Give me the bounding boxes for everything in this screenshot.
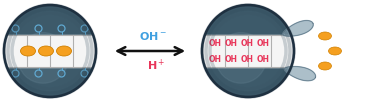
Point — [25, 34, 29, 36]
Bar — [4, 35, 96, 67]
Point — [200, 66, 204, 68]
Point — [59, 33, 64, 35]
Point — [13, 67, 18, 69]
Polygon shape — [285, 67, 316, 81]
Point — [36, 67, 41, 69]
Point — [36, 69, 41, 71]
Polygon shape — [283, 21, 313, 36]
Circle shape — [202, 5, 294, 97]
Point — [36, 33, 41, 35]
Point — [82, 67, 87, 69]
Point — [59, 67, 64, 69]
Text: OH: OH — [240, 39, 254, 48]
Point — [71, 66, 75, 68]
Ellipse shape — [20, 46, 36, 56]
Point — [13, 33, 18, 35]
Point — [246, 66, 250, 68]
Text: OH: OH — [240, 55, 254, 64]
Ellipse shape — [56, 46, 71, 56]
Point — [48, 34, 52, 36]
Point — [94, 66, 98, 68]
Point — [82, 31, 87, 33]
Point — [2, 34, 6, 36]
Ellipse shape — [39, 46, 54, 56]
Point — [223, 34, 227, 36]
Text: OH: OH — [225, 39, 237, 48]
Ellipse shape — [328, 47, 341, 55]
Point — [200, 34, 204, 36]
Text: OH: OH — [257, 55, 270, 64]
Point — [59, 69, 64, 71]
Point — [82, 33, 87, 35]
Point — [292, 34, 296, 36]
Point — [48, 66, 52, 68]
Circle shape — [216, 33, 266, 83]
Point — [269, 66, 273, 68]
Point — [292, 66, 296, 68]
Ellipse shape — [319, 32, 332, 40]
Point — [25, 66, 29, 68]
Point — [13, 31, 18, 33]
Text: OH: OH — [257, 39, 270, 48]
Point — [36, 31, 41, 33]
Text: OH: OH — [209, 39, 222, 48]
Point — [223, 66, 227, 68]
Text: OH: OH — [209, 55, 222, 64]
Text: H$^+$: H$^+$ — [147, 57, 165, 73]
Text: OH: OH — [225, 55, 237, 64]
Circle shape — [4, 5, 96, 97]
FancyArrowPatch shape — [118, 47, 183, 55]
Point — [82, 69, 87, 71]
Point — [59, 31, 64, 33]
Point — [94, 34, 98, 36]
Point — [13, 69, 18, 71]
Point — [246, 34, 250, 36]
Bar — [202, 35, 294, 67]
Point — [2, 66, 6, 68]
Ellipse shape — [319, 62, 332, 70]
Text: OH$^-$: OH$^-$ — [139, 30, 167, 42]
Point — [71, 34, 75, 36]
Point — [269, 34, 273, 36]
Circle shape — [18, 33, 68, 83]
